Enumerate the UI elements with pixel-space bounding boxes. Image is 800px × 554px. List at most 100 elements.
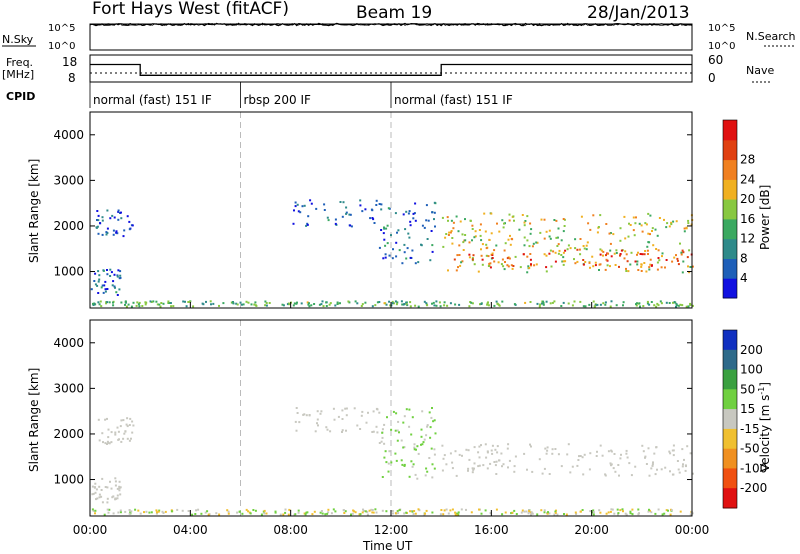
power-cell [649, 233, 651, 236]
power-ground-cell [446, 304, 449, 307]
velocity-cell [118, 480, 121, 483]
velocity-ground-cell [254, 509, 257, 512]
power-cell [643, 253, 646, 256]
power-cell [609, 265, 611, 268]
velocity-ground-cell [439, 513, 442, 516]
velocity-ground-cell [366, 510, 369, 513]
power-ground-cell [334, 304, 337, 307]
power-cell [339, 201, 342, 203]
power-cell [485, 254, 488, 257]
velocity-cell [653, 452, 656, 455]
power-cell [514, 255, 517, 258]
velocity-cell [671, 449, 674, 452]
power-cell [676, 257, 679, 260]
power-cell [648, 266, 651, 269]
power-ground-cell [182, 300, 185, 303]
velocity-cell [106, 440, 109, 443]
velocity-cell [408, 425, 411, 428]
power-ground-cell [313, 303, 316, 305]
power-cell [540, 218, 543, 221]
power-cell [555, 219, 558, 222]
power-cell [414, 219, 417, 222]
power-ground-cell [144, 303, 147, 306]
power-ground-cell [687, 305, 690, 308]
velocity-cell [628, 462, 631, 465]
nave-tick-low: 0 [708, 71, 716, 85]
velocity-ground-cell [598, 509, 601, 512]
xtick-label-6: 00:00 [675, 523, 710, 537]
power-cell [643, 262, 646, 264]
velocity-cell [490, 449, 493, 452]
power-cell [512, 215, 515, 218]
velocity-ground-cell [215, 512, 218, 515]
velocity-y-axis-label: Slant Range [km] [27, 368, 41, 472]
velocity-ground-cell [629, 510, 632, 513]
velocity-colorbar-swatches: 200 100 50 15 -15 -50 -100 -200 [722, 329, 767, 509]
power-cell [646, 249, 649, 252]
velocity-ground-cell [484, 509, 487, 512]
power-cell [117, 269, 120, 272]
velocity-cell [596, 450, 598, 453]
power-cell [104, 280, 107, 283]
velocity-ground-cell [148, 511, 151, 514]
power-ground-cell [400, 300, 403, 303]
power-cell [456, 254, 459, 257]
power-cell [460, 261, 463, 264]
power-cell [483, 212, 486, 215]
power-ground-cell [425, 302, 428, 305]
power-ground-cell [265, 302, 268, 304]
velocity-cell [441, 444, 444, 447]
power-cell [677, 263, 680, 266]
power-cell [122, 235, 125, 238]
velocity-cell [402, 446, 405, 449]
velocity-swatch-1 [723, 349, 737, 371]
x-axis-label: Time UT [362, 539, 413, 553]
power-cell [597, 226, 600, 228]
velocity-cell [513, 470, 516, 473]
velocity-ground-cell [470, 511, 473, 514]
power-cell [433, 201, 436, 204]
power-ground-cell [646, 302, 649, 305]
velocity-ground-cell [342, 509, 345, 512]
velocity-ground-cell [263, 512, 266, 515]
power-cell [523, 244, 526, 247]
velocity-cell [367, 411, 369, 414]
velocity-ground-cell [94, 512, 96, 515]
velocity-ground-cell [581, 509, 584, 511]
velocity-cell [458, 453, 461, 456]
power-cell [503, 268, 506, 271]
beam-label: Beam 19 [356, 3, 432, 23]
power-cell [457, 266, 459, 269]
power-cell [110, 271, 113, 274]
power-cell [604, 268, 607, 271]
velocity-cell [530, 445, 532, 448]
power-ground-cell [137, 303, 140, 306]
power-cell [623, 215, 626, 218]
power-cell [423, 226, 426, 229]
velocity-cell [394, 452, 397, 455]
velocity-cell [430, 447, 433, 450]
power-cell [468, 256, 471, 259]
velocity-ground-cell [350, 513, 352, 516]
power-cell [580, 215, 583, 218]
velocity-cell [341, 429, 344, 432]
power-ground-cell [374, 304, 377, 307]
power-cell [579, 253, 582, 256]
power-cell [117, 209, 120, 212]
velocity-cell [672, 444, 675, 447]
velocity-ground-cell [157, 510, 160, 513]
power-ground-cell [141, 305, 144, 307]
xtick-label-2: 08:00 [273, 523, 308, 537]
power-cell [386, 224, 389, 227]
velocity-swatch-7 [723, 468, 737, 489]
power-cell [629, 263, 632, 266]
velocity-cell [595, 455, 598, 457]
power-cell [96, 284, 99, 287]
velocity-ground-cell [124, 510, 127, 513]
power-cell [602, 250, 605, 253]
power-cell [562, 230, 565, 233]
velocity-cell [604, 473, 607, 476]
velocity-ground-cell [520, 511, 523, 514]
power-cell [564, 249, 567, 252]
power-cell [414, 202, 417, 205]
